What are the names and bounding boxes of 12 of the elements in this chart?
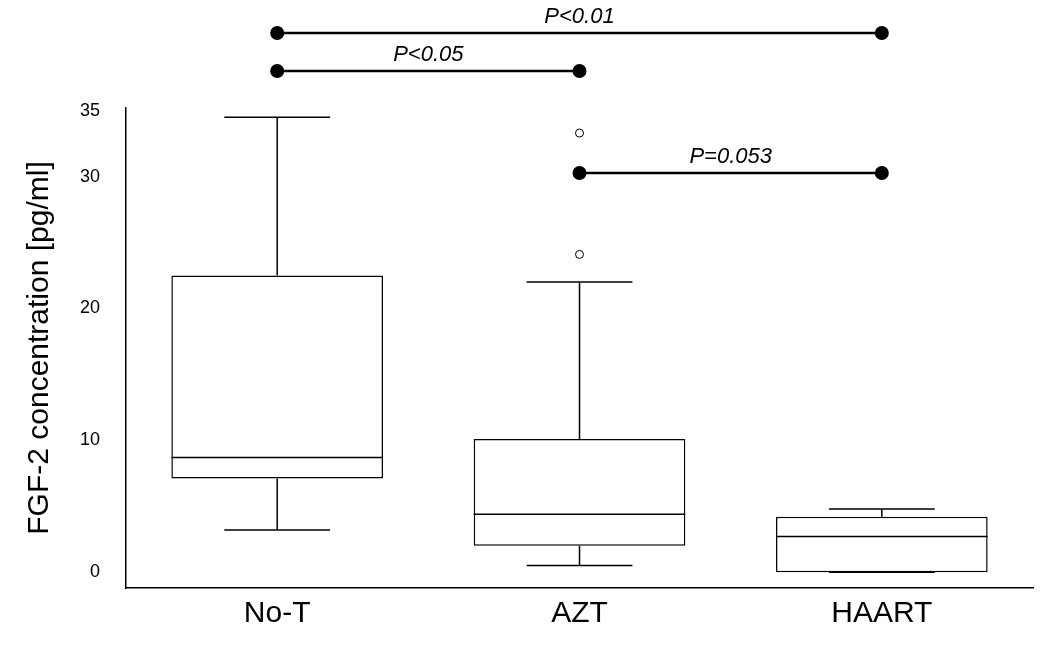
text: P<0.05 — [393, 41, 465, 67]
y-tick-label: 0 — [90, 561, 101, 582]
text: P<0.01 — [544, 3, 615, 29]
y-tick-label: 35 — [79, 99, 101, 120]
y-tick-label: 10 — [79, 429, 101, 450]
annotation: P=0.053 — [689, 143, 773, 169]
y-tick-label: 20 — [79, 297, 101, 318]
y-tick-label: 30 — [79, 165, 101, 186]
x-tick-label: HAART — [831, 595, 933, 629]
x-tick-label: No-T — [243, 595, 311, 629]
x-tick-label: AZT — [551, 595, 608, 629]
y-axis-title: FGF-2 concentration [pg/ml] — [21, 161, 55, 535]
